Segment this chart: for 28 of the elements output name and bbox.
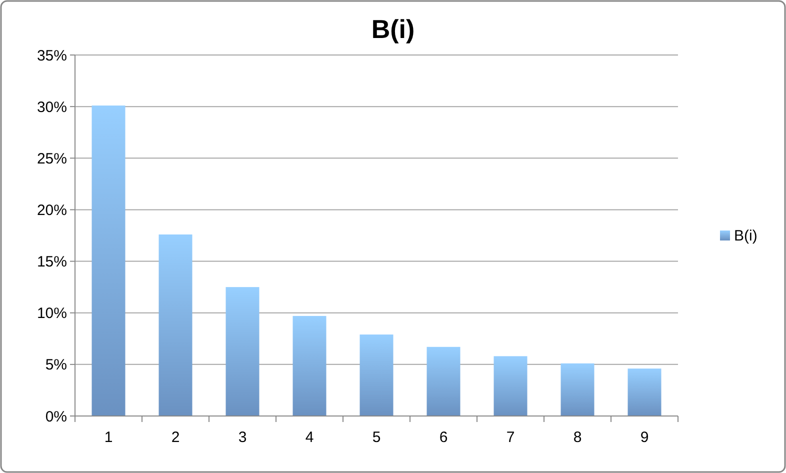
bar	[494, 356, 528, 416]
x-tick-label: 1	[104, 429, 113, 446]
y-tick-label: 5%	[45, 356, 67, 374]
y-tick-label: 30%	[36, 98, 67, 116]
x-tick-label: 5	[372, 429, 381, 446]
x-tick-label: 8	[573, 429, 582, 446]
y-tick-label: 25%	[36, 150, 67, 168]
bar	[92, 106, 126, 416]
y-tick-label: 10%	[36, 305, 67, 322]
y-tick-label: 15%	[36, 254, 67, 271]
chart-title: B(i)	[371, 14, 415, 44]
bar	[426, 346, 460, 416]
legend-label: B(i)	[734, 228, 758, 244]
y-tick-label: 20%	[36, 202, 67, 219]
bar	[360, 334, 394, 416]
bar	[226, 287, 260, 416]
x-tick-label: 7	[506, 429, 515, 446]
x-tick-label: 4	[305, 429, 314, 446]
x-tick-label: 2	[171, 429, 180, 446]
y-tick-label: 35%	[36, 47, 67, 64]
x-tick-label: 3	[238, 429, 247, 446]
x-tick-label: 9	[640, 429, 649, 446]
bar	[158, 234, 192, 416]
bar	[560, 363, 594, 416]
bar	[292, 316, 326, 416]
bar	[628, 368, 662, 416]
x-tick-label: 6	[439, 429, 448, 446]
y-tick-label: 0%	[45, 408, 67, 426]
